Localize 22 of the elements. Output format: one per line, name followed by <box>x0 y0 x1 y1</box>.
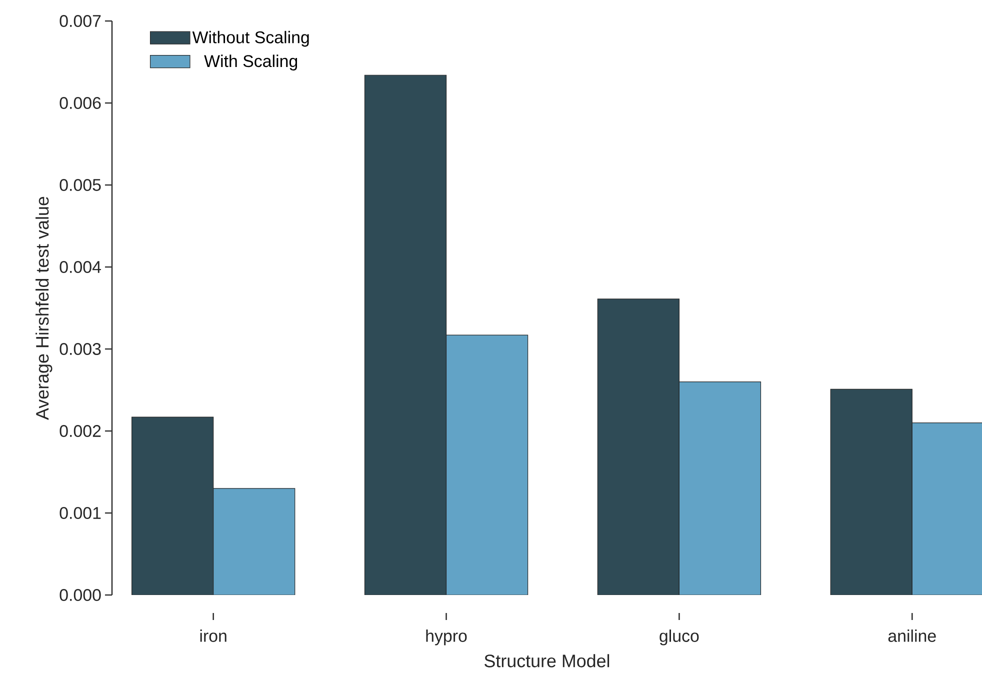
bar <box>679 382 761 595</box>
y-tick-label: 0.001 <box>60 507 101 519</box>
legend-label: Without Scaling <box>192 30 309 47</box>
x-tick-label: gluco <box>660 630 699 646</box>
y-tick-label: 0.007 <box>60 14 101 27</box>
y-tick-label: 0.000 <box>60 589 101 601</box>
y-tick-label: 0.002 <box>60 425 101 437</box>
bar <box>213 488 296 595</box>
y-tick-label: 0.006 <box>60 96 101 109</box>
bar <box>364 74 447 595</box>
y-axis-title: Average Hirshfeld test value <box>36 196 52 420</box>
y-tick-label: 0.004 <box>60 261 101 273</box>
y-tick-label: 0.003 <box>60 343 101 355</box>
bar <box>446 334 528 595</box>
x-tick-label: iron <box>200 630 226 642</box>
bar <box>132 416 214 595</box>
legend-label: With Scaling <box>204 54 298 70</box>
x-tick-label: aniline <box>888 630 936 642</box>
x-axis-title: Structure Model <box>484 654 610 668</box>
x-tick-label: hypro <box>426 630 467 646</box>
bar <box>598 298 680 595</box>
y-tick-label: 0.005 <box>60 178 101 191</box>
